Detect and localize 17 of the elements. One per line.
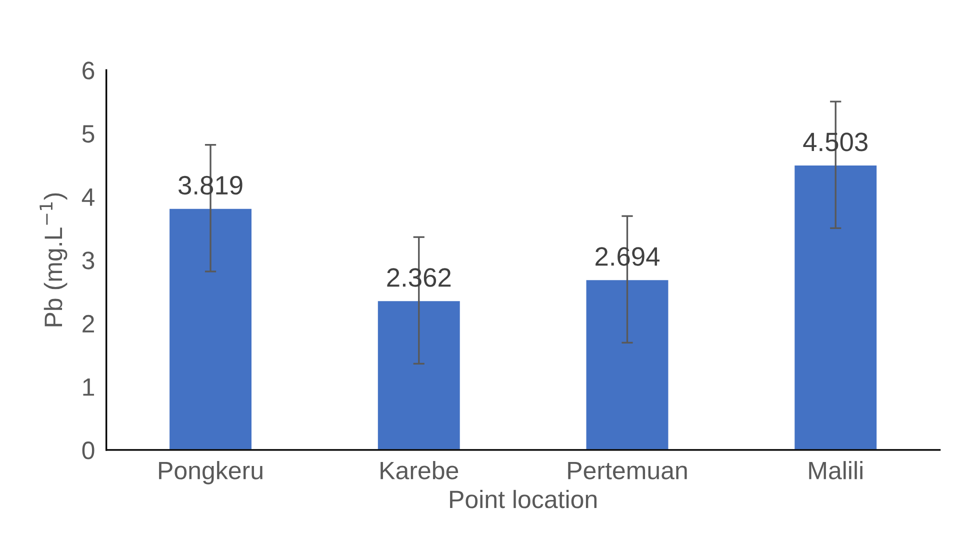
- bar: [376, 300, 462, 450]
- bar: [793, 164, 878, 450]
- x-axis-title: Point location: [450, 490, 596, 508]
- y-tick-label: 1: [83, 378, 94, 396]
- y-tick-label: 0: [82, 442, 94, 460]
- x-tick-label: Karebe: [380, 461, 458, 480]
- y-tick-label: 3: [82, 252, 94, 270]
- x-tick-label: Malili: [809, 461, 862, 480]
- y-tick-label: 5: [82, 125, 94, 143]
- y-tick-label: 2: [82, 314, 94, 332]
- y-axis-title: Pb (mg.L$^{−1}$): [40, 193, 68, 326]
- y-tick-label: 6: [82, 62, 94, 80]
- x-tick-label: Pertemuan: [568, 462, 687, 480]
- bar: [168, 207, 253, 450]
- x-tick-label: Pongkeru: [159, 461, 262, 484]
- bar: [584, 278, 670, 450]
- y-tick-label: 4: [82, 188, 94, 206]
